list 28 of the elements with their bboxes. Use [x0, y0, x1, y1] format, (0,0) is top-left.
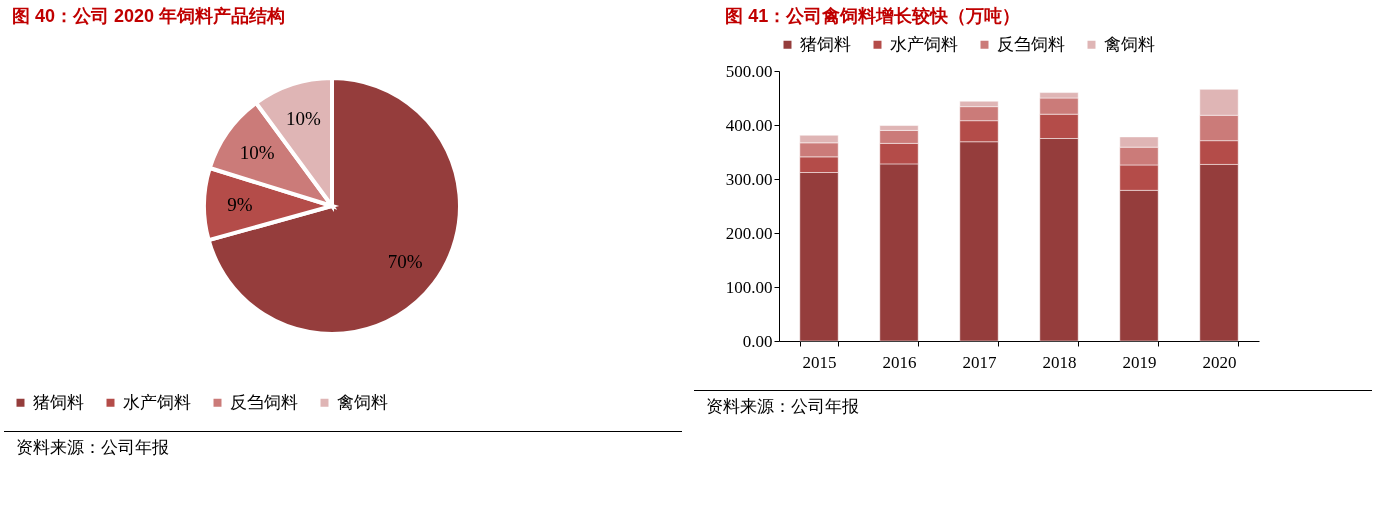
legend-label: 反刍饲料	[230, 392, 298, 412]
text: 资料来源：公司年报	[694, 390, 1372, 418]
y-tick-label: 400.00	[725, 115, 773, 135]
y-tick-label: 200.00	[725, 223, 773, 243]
data-label: 9%	[227, 193, 253, 215]
legend-label: 水产饲料	[123, 392, 191, 412]
data-label: 10%	[239, 141, 275, 163]
legend-label: 禽饲料	[1104, 34, 1155, 54]
x-tick-label: 2018	[1042, 352, 1077, 372]
x-tick-label: 2019	[1122, 352, 1157, 372]
y-tick-label: 100.00	[725, 277, 773, 297]
data-label: 10%	[285, 107, 321, 129]
legend-label: 反刍饲料	[997, 34, 1065, 54]
y-tick-label: 500.00	[725, 61, 773, 81]
x-tick-label: 2020	[1202, 352, 1237, 372]
chart-title: 图 40：公司 2020 年饲料产品结构	[12, 6, 286, 26]
legend-label: 猪饲料	[800, 34, 851, 54]
y-tick-label: 300.00	[725, 169, 773, 189]
y-tick-label: 0.00	[742, 331, 773, 351]
legend-label: 禽饲料	[337, 392, 388, 412]
x-tick-label: 2017	[962, 352, 997, 372]
data-label: 70%	[387, 250, 423, 272]
legend-label: 猪饲料	[33, 392, 84, 412]
legend-label: 水产饲料	[890, 34, 958, 54]
chart-title: 图 41：公司禽饲料增长较快（万吨）	[725, 6, 1021, 26]
x-tick-label: 2015	[802, 352, 837, 372]
text: 资料来源：公司年报	[4, 431, 682, 459]
x-tick-label: 2016	[882, 352, 917, 372]
